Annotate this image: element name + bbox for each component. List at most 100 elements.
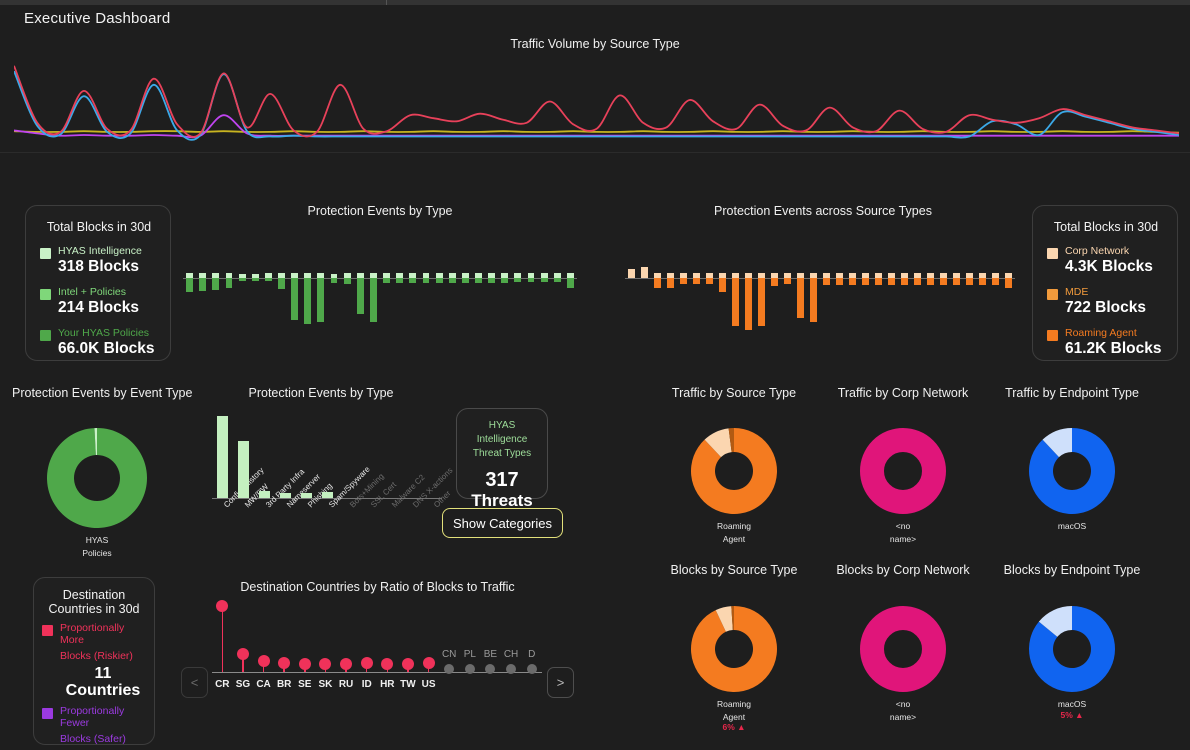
waterfall-bar-positive[interactable] xyxy=(461,273,469,278)
waterfall-bar-positive[interactable] xyxy=(304,273,312,278)
lollipop-x-label[interactable]: CA xyxy=(256,679,271,690)
waterfall-bar-positive[interactable] xyxy=(278,273,285,278)
waterfall-bar-positive[interactable] xyxy=(225,273,233,278)
waterfall-bar-negative[interactable] xyxy=(758,278,765,326)
waterfall-bar-negative[interactable] xyxy=(435,278,443,283)
lollipop-prev-button[interactable]: < xyxy=(181,667,208,698)
column-bar[interactable] xyxy=(216,416,228,498)
lollipop-dot[interactable] xyxy=(422,657,435,670)
lollipop-dim-label[interactable]: PL xyxy=(463,649,476,660)
waterfall-bar-negative[interactable] xyxy=(251,278,259,281)
waterfall-bar-positive[interactable] xyxy=(953,273,960,278)
donut-slice[interactable] xyxy=(731,606,734,631)
waterfall-bar-negative[interactable] xyxy=(212,278,220,290)
waterfall-bar-positive[interactable] xyxy=(680,273,687,278)
waterfall-bar-positive[interactable] xyxy=(567,273,574,278)
waterfall-bar-negative[interactable] xyxy=(383,278,390,283)
waterfall-bar-negative[interactable] xyxy=(745,278,752,330)
waterfall-bar-positive[interactable] xyxy=(343,273,351,278)
donut-slice[interactable] xyxy=(715,606,733,632)
waterfall-bar-positive[interactable] xyxy=(797,273,804,278)
waterfall-bar-negative[interactable] xyxy=(667,278,674,288)
waterfall-bar-negative[interactable] xyxy=(940,278,947,285)
waterfall-bar-negative[interactable] xyxy=(706,278,713,284)
waterfall-bar-positive[interactable] xyxy=(745,273,752,278)
lollipop-dot[interactable] xyxy=(381,658,394,671)
waterfall-bar-positive[interactable] xyxy=(330,274,338,278)
lollipop-next-button[interactable]: > xyxy=(547,667,574,698)
waterfall-bar-negative[interactable] xyxy=(680,278,687,284)
waterfall-bar-positive[interactable] xyxy=(784,273,791,278)
lollipop-dot[interactable] xyxy=(319,658,332,671)
waterfall-bar-positive[interactable] xyxy=(719,273,726,278)
waterfall-bar-negative[interactable] xyxy=(553,278,561,282)
waterfall-bar-negative[interactable] xyxy=(654,278,661,288)
waterfall-bar-negative[interactable] xyxy=(475,278,482,283)
waterfall-bar-positive[interactable] xyxy=(501,273,509,278)
traffic-by-corp-network-donut[interactable]: <no name> xyxy=(860,428,946,544)
lollipop-x-label[interactable]: SG xyxy=(235,679,251,690)
lollipop-dot[interactable] xyxy=(464,664,475,674)
waterfall-bar-positive[interactable] xyxy=(264,273,272,278)
waterfall-bar-positive[interactable] xyxy=(527,273,535,278)
donut-slice[interactable] xyxy=(728,428,734,453)
lollipop-dot[interactable] xyxy=(236,648,249,661)
waterfall-bar-negative[interactable] xyxy=(238,278,246,281)
blocks-by-corp-network-donut[interactable]: <no name> xyxy=(860,606,946,722)
waterfall-bar-negative[interactable] xyxy=(914,278,921,285)
waterfall-bar-positive[interactable] xyxy=(706,273,713,278)
waterfall-bar-negative[interactable] xyxy=(356,278,364,314)
column-bar[interactable] xyxy=(237,440,249,498)
waterfall-bar-negative[interactable] xyxy=(784,278,791,284)
lollipop-x-label[interactable]: BR xyxy=(276,679,292,690)
lollipop-dim-label[interactable]: CN xyxy=(441,649,457,660)
lollipop-dim-label[interactable]: D xyxy=(528,649,536,660)
waterfall-bar-negative[interactable] xyxy=(567,278,574,288)
column-bar[interactable] xyxy=(300,493,312,498)
waterfall-bar-positive[interactable] xyxy=(409,273,417,278)
lollipop-dim-label[interactable]: BE xyxy=(483,649,498,660)
lollipop-x-label[interactable]: CR xyxy=(215,679,230,690)
lollipop-dot[interactable] xyxy=(278,656,291,669)
waterfall-bar-negative[interactable] xyxy=(199,278,207,291)
lollipop-dot[interactable] xyxy=(485,664,496,674)
protection-events-by-event-type-donut[interactable]: HYAS Policies xyxy=(47,428,147,558)
blocks-by-endpoint-type-donut[interactable]: macOS 5% ▲ xyxy=(1029,606,1115,720)
waterfall-bar-negative[interactable] xyxy=(330,278,338,283)
traffic-by-source-type-donut[interactable]: Roaming Agent xyxy=(691,428,777,544)
protection-events-by-type-waterfall[interactable] xyxy=(183,250,577,340)
waterfall-bar-negative[interactable] xyxy=(278,278,285,289)
waterfall-bar-positive[interactable] xyxy=(540,273,548,278)
waterfall-bar-positive[interactable] xyxy=(888,273,895,278)
waterfall-bar-negative[interactable] xyxy=(264,278,272,281)
lollipop-x-label[interactable]: ID xyxy=(361,679,372,690)
waterfall-bar-positive[interactable] xyxy=(628,269,635,278)
show-categories-button[interactable]: Show Categories xyxy=(442,508,563,538)
waterfall-bar-negative[interactable] xyxy=(343,278,351,284)
lollipop-dot[interactable] xyxy=(298,658,311,671)
waterfall-bar-positive[interactable] xyxy=(514,273,522,278)
waterfall-bar-positive[interactable] xyxy=(1005,273,1012,278)
waterfall-bar-positive[interactable] xyxy=(422,273,430,278)
traffic-by-endpoint-type-donut[interactable]: macOS xyxy=(1029,428,1115,532)
waterfall-bar-positive[interactable] xyxy=(383,273,390,278)
waterfall-bar-positive[interactable] xyxy=(836,273,843,278)
waterfall-bar-negative[interactable] xyxy=(797,278,804,318)
waterfall-bar-positive[interactable] xyxy=(641,267,648,278)
waterfall-bar-negative[interactable] xyxy=(488,278,496,283)
waterfall-bar-positive[interactable] xyxy=(654,273,661,278)
destination-countries-lollipop[interactable]: CR SG CA BR SE SK RU ID HR TW US CN PL BE CH D xyxy=(212,600,542,710)
waterfall-bar-negative[interactable] xyxy=(771,278,778,286)
blocks-by-source-type-donut[interactable]: Roaming Agent 6% ▲ xyxy=(691,606,777,732)
waterfall-bar-negative[interactable] xyxy=(396,278,404,283)
donut-slice[interactable] xyxy=(1029,428,1115,514)
waterfall-bar-negative[interactable] xyxy=(317,278,325,322)
waterfall-bar-positive[interactable] xyxy=(356,273,364,278)
waterfall-bar-negative[interactable] xyxy=(693,278,700,284)
donut-slice[interactable] xyxy=(1029,606,1115,692)
protection-events-across-source-types-waterfall[interactable] xyxy=(625,250,1015,340)
waterfall-bar-negative[interactable] xyxy=(888,278,895,285)
waterfall-bar-negative[interactable] xyxy=(461,278,469,283)
waterfall-bar-positive[interactable] xyxy=(914,273,921,278)
